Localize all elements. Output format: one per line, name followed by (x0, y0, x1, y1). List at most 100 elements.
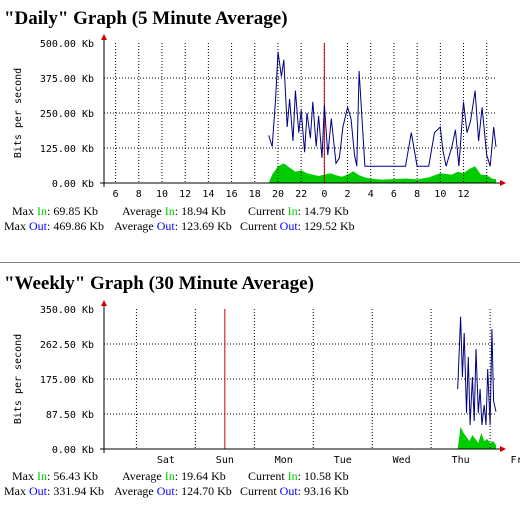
x-tick-label: 8 (136, 189, 142, 200)
stat-direction: Out (156, 484, 175, 498)
stat-value: : 93.16 Kb (297, 484, 349, 498)
section-divider (0, 262, 520, 263)
stat-direction: Out (29, 484, 47, 498)
x-tick-label: 12 (179, 189, 191, 200)
y-tick-label: 0.00 Kb (52, 445, 94, 456)
stats-out-row: Max Out: 331.94 Kb Average Out: 124.70 Kb… (4, 484, 368, 499)
stat-cell: Average In: 18.94 Kb (122, 204, 248, 219)
stat-direction: In (37, 204, 47, 218)
stat-cell: Current In: 10.58 Kb (248, 469, 368, 484)
stat-direction: Out (156, 219, 175, 233)
stat-cell: Max Out: 331.94 Kb (4, 484, 114, 499)
weekly-stats: Max In: 56.43 Kb Average In: 19.64 Kb Curr… (4, 469, 368, 499)
stat-value: : 331.94 Kb (47, 484, 104, 498)
stat-prefix: Average (122, 204, 165, 218)
stat-cell: Current Out: 93.16 Kb (240, 484, 360, 499)
stat-value: : 19.64 Kb (174, 469, 226, 483)
y-axis-label: Bits per second (13, 334, 24, 424)
x-day-label: Sun (216, 455, 234, 466)
stat-cell: Current In: 14.79 Kb (248, 204, 368, 219)
stat-value: : 14.79 Kb (297, 204, 349, 218)
x-tick-label: 20 (272, 189, 284, 200)
y-tick-label: 87.50 Kb (46, 410, 94, 421)
stat-prefix: Current (248, 469, 288, 483)
weekly-graph-title: "Weekly" Graph (30 Minute Average) (4, 273, 314, 294)
stat-value: : 123.69 Kb (174, 219, 232, 233)
x-axis-arrow-icon (500, 446, 506, 452)
stat-value: : 56.43 Kb (47, 469, 98, 483)
x-tick-label: 2 (345, 189, 351, 200)
daily-graph-title: "Daily" Graph (5 Minute Average) (4, 8, 288, 29)
x-tick-label: 14 (202, 189, 214, 200)
stat-direction: Out (279, 484, 298, 498)
stats-out-row: Max Out: 469.86 Kb Average Out: 123.69 Kb… (4, 219, 368, 234)
y-axis-arrow-icon (101, 300, 107, 306)
y-tick-label: 125.00 Kb (40, 144, 94, 155)
stat-prefix: Current (240, 219, 280, 233)
daily-traffic-chart: Bits per second 0.00 Kb 125.00 Kb 250.00 Kb… (13, 34, 506, 200)
stat-value: : 129.52 Kb (297, 219, 355, 233)
daily-stats: Max In: 69.85 Kb Average In: 18.94 Kb Curr… (4, 204, 368, 234)
stat-value: : 18.94 Kb (174, 204, 226, 218)
stat-cell: Average In: 19.64 Kb (122, 469, 248, 484)
stats-in-row: Max In: 56.43 Kb Average In: 19.64 Kb Curr… (4, 469, 368, 484)
x-tick-label: 6 (113, 189, 119, 200)
y-axis-arrow-icon (101, 34, 107, 40)
y-axis-label: Bits per second (13, 68, 24, 158)
x-day-label: Mon (275, 455, 293, 466)
stat-prefix: Average (122, 469, 165, 483)
x-axis-arrow-icon (500, 180, 506, 186)
x-tick-label: 10 (434, 189, 446, 200)
x-tick-label: 8 (414, 189, 420, 200)
x-tick-label: 16 (226, 189, 238, 200)
stat-prefix: Current (240, 484, 280, 498)
x-day-label: Sat (157, 455, 175, 466)
stat-cell: Average Out: 124.70 Kb (114, 484, 240, 499)
series-out-line (268, 51, 497, 167)
stat-direction: In (164, 204, 175, 218)
stat-prefix: Max (12, 204, 37, 218)
stat-value: : 124.70 Kb (174, 484, 232, 498)
stat-direction: Out (279, 219, 298, 233)
x-day-label: Fri (511, 455, 520, 466)
series-in-area (104, 163, 496, 183)
x-tick-label: 12 (458, 189, 470, 200)
weekly-traffic-chart: Bits per second 0.00 Kb 87.50 Kb 175.00 Kb 2… (13, 300, 520, 466)
x-day-label: Wed (393, 455, 411, 466)
stat-prefix: Max (4, 484, 29, 498)
series-in-area (104, 426, 496, 449)
x-day-label: Tue (334, 455, 352, 466)
stats-in-row: Max In: 69.85 Kb Average In: 18.94 Kb Curr… (4, 204, 368, 219)
stat-direction: In (164, 469, 175, 483)
stat-prefix: Average (114, 484, 157, 498)
stat-cell: Max In: 56.43 Kb (4, 469, 122, 484)
stat-value: : 469.86 Kb (47, 219, 104, 233)
x-tick-label: 0 (321, 189, 327, 200)
stat-direction: Out (29, 219, 47, 233)
x-tick-label: 4 (368, 189, 374, 200)
stat-prefix: Average (114, 219, 157, 233)
x-tick-label: 18 (249, 189, 261, 200)
stat-cell: Max Out: 469.86 Kb (4, 219, 114, 234)
y-tick-label: 350.00 Kb (40, 305, 94, 316)
y-tick-label: 250.00 Kb (40, 109, 94, 120)
x-day-label: Thu (452, 455, 470, 466)
y-tick-label: 175.00 Kb (40, 375, 94, 386)
stat-cell: Current Out: 129.52 Kb (240, 219, 360, 234)
y-tick-label: 375.00 Kb (40, 74, 94, 85)
y-tick-label: 500.00 Kb (40, 39, 94, 50)
stat-direction: In (37, 469, 47, 483)
stat-value: : 10.58 Kb (297, 469, 349, 483)
x-tick-label: 10 (156, 189, 168, 200)
x-tick-label: 22 (295, 189, 307, 200)
series-out-line (457, 316, 497, 426)
stat-cell: Max In: 69.85 Kb (4, 204, 122, 219)
stat-prefix: Current (248, 204, 288, 218)
y-tick-label: 0.00 Kb (52, 179, 94, 190)
stat-value: : 69.85 Kb (47, 204, 98, 218)
stat-prefix: Max (4, 219, 29, 233)
y-tick-label: 262.50 Kb (40, 340, 94, 351)
x-tick-label: 6 (391, 189, 397, 200)
stat-cell: Average Out: 123.69 Kb (114, 219, 240, 234)
stat-direction: In (287, 204, 298, 218)
